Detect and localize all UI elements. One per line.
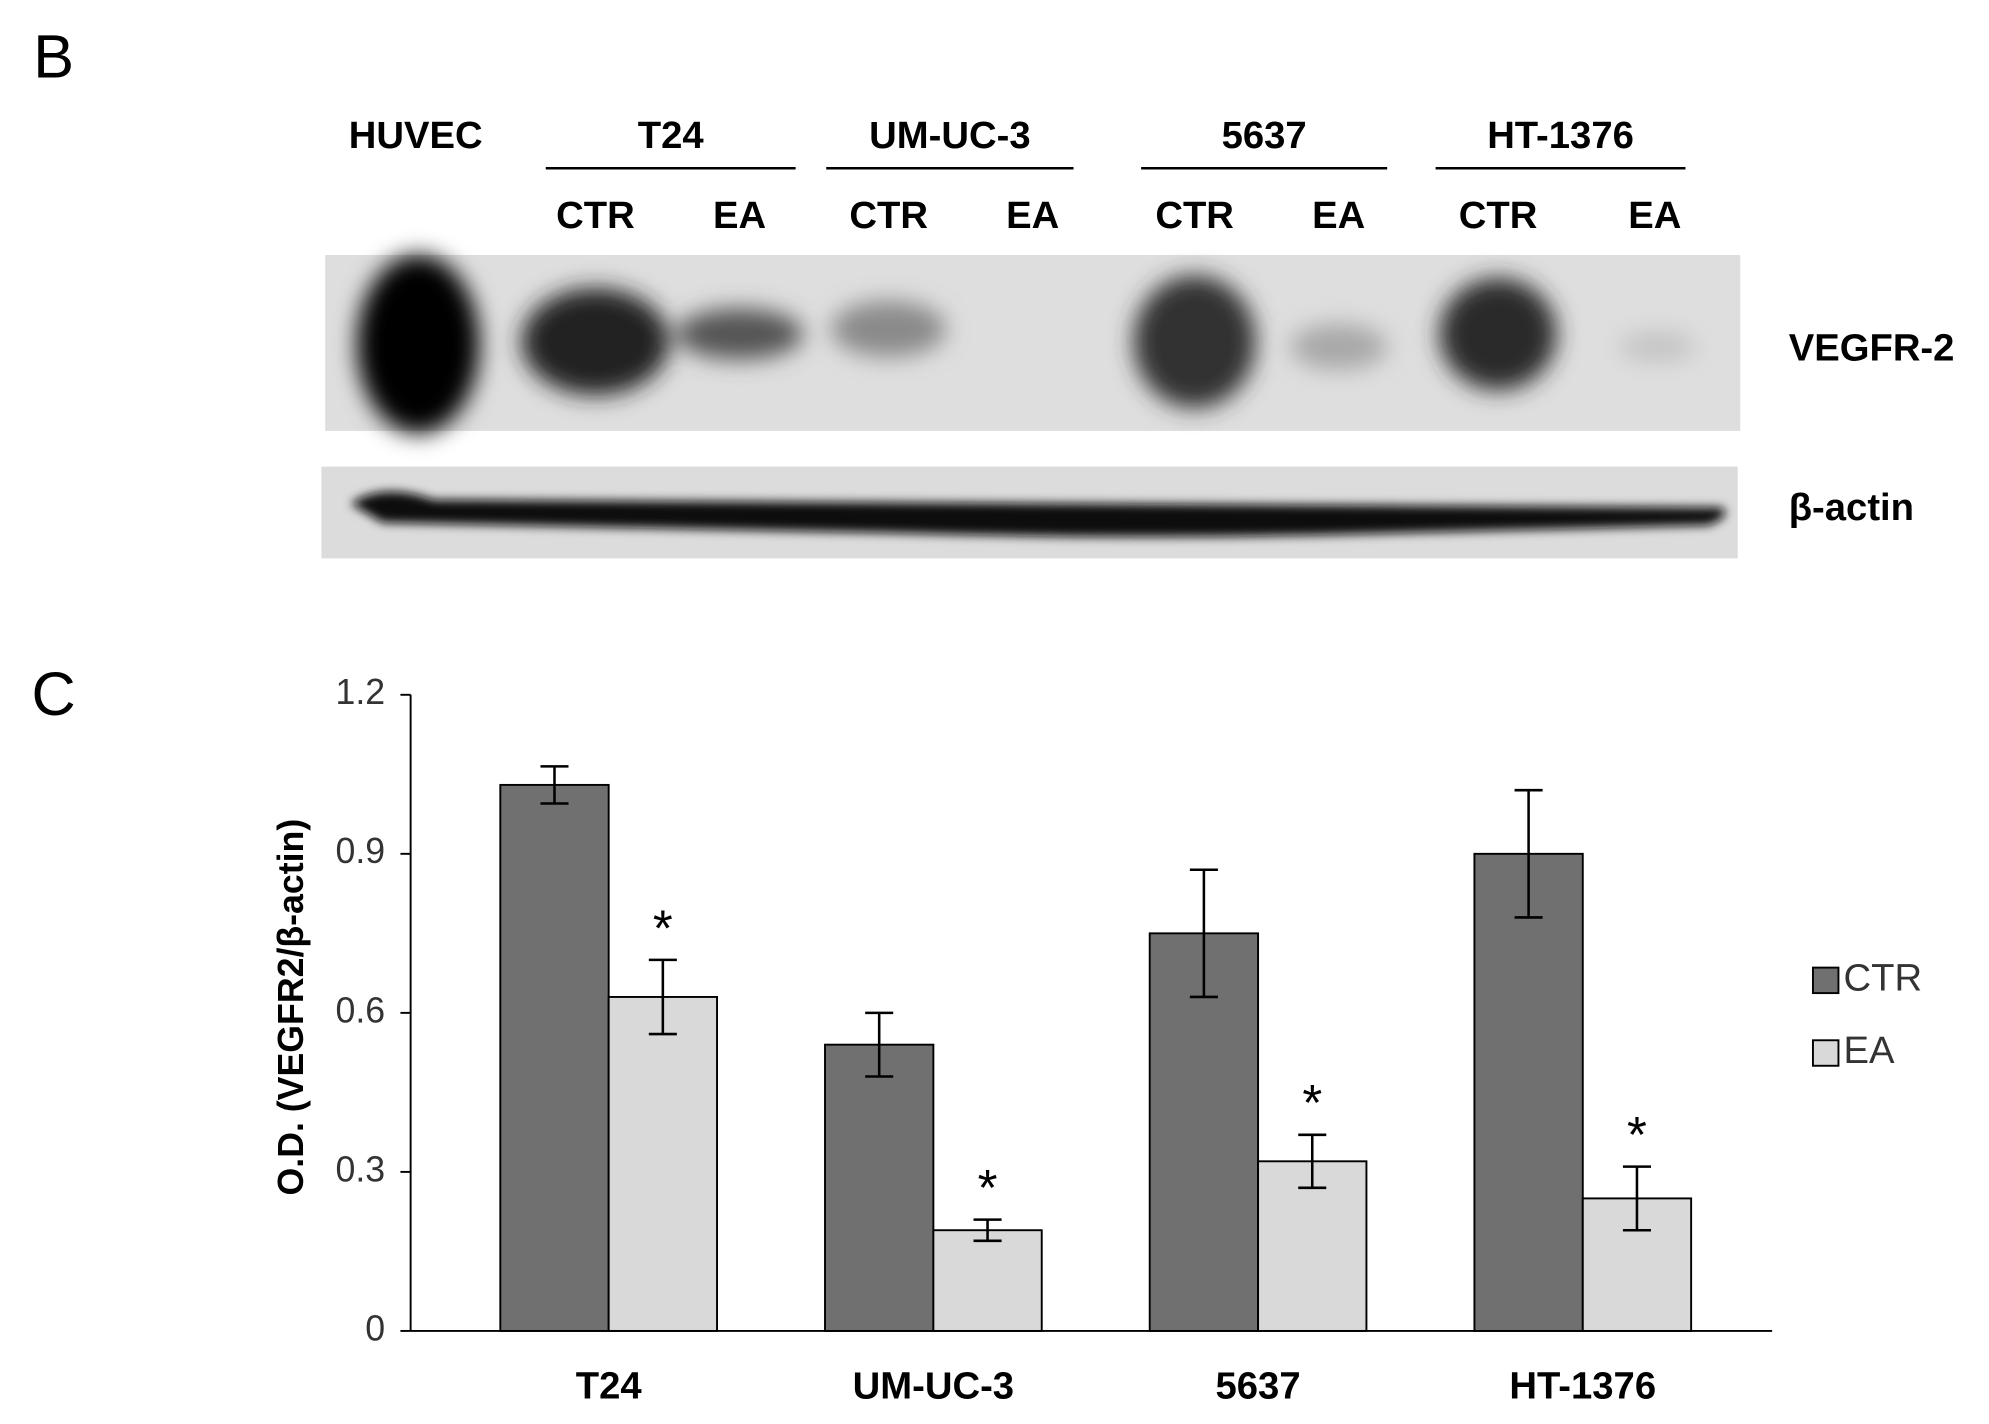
row-label: β-actin (1789, 486, 1914, 529)
error-bar (865, 1011, 894, 1078)
y-tick-label: 0 (365, 1308, 385, 1348)
x-tick-label: HT-1376 (1509, 1364, 1656, 1407)
bar (1257, 1160, 1368, 1332)
error-bar (540, 765, 569, 805)
lane-label: EA (1628, 194, 1681, 237)
x-tick-label: T24 (576, 1364, 643, 1407)
lane-label: CTR (1155, 194, 1234, 237)
significance-mark: * (653, 899, 673, 956)
significance-mark: * (978, 1159, 998, 1216)
panel-label: C (32, 660, 76, 728)
y-tick-label: 0.3 (335, 1149, 385, 1189)
error-bar (1189, 868, 1218, 999)
bar (824, 1043, 935, 1332)
bar (932, 1229, 1043, 1332)
group-label: T24 (638, 114, 705, 157)
y-tick-label: 1.2 (335, 672, 385, 712)
lane-label: HUVEC (349, 114, 483, 157)
significance-mark: * (1627, 1106, 1647, 1163)
legend-label: CTR (1844, 956, 1923, 999)
error-bar (1514, 788, 1543, 919)
error-bar (1298, 1133, 1327, 1190)
panel-label: B (33, 22, 74, 90)
error-bar (648, 958, 677, 1036)
error-bar (973, 1218, 1002, 1243)
lane-label: CTR (1459, 194, 1538, 237)
lane-label: EA (1006, 194, 1059, 237)
error-bar (1622, 1165, 1651, 1232)
x-tick-label: 5637 (1216, 1364, 1301, 1407)
y-axis-label: O.D. (VEGFR2/β-actin) (271, 819, 311, 1196)
legend-swatch (1811, 966, 1840, 995)
group-label: UM-UC-3 (869, 114, 1030, 157)
lane-label: EA (713, 194, 766, 237)
significance-mark: * (1302, 1074, 1322, 1131)
blot-actin (321, 466, 1738, 559)
legend-label: EA (1844, 1029, 1896, 1072)
lane-label: CTR (849, 194, 928, 237)
group-label: HT-1376 (1487, 114, 1634, 157)
row-label: VEGFR-2 (1789, 327, 1955, 370)
group-label: 5637 (1222, 114, 1307, 157)
y-tick-label: 0.6 (335, 990, 385, 1030)
bar (499, 783, 610, 1332)
bar (1473, 852, 1584, 1332)
lane-label: CTR (556, 194, 635, 237)
blot-vegfr2 (325, 254, 1741, 434)
y-tick-label: 0.9 (335, 831, 385, 871)
bar (607, 996, 718, 1332)
bar (1148, 932, 1260, 1332)
x-tick-label: UM-UC-3 (853, 1364, 1014, 1407)
legend-swatch (1811, 1039, 1840, 1067)
lane-label: EA (1312, 194, 1365, 237)
